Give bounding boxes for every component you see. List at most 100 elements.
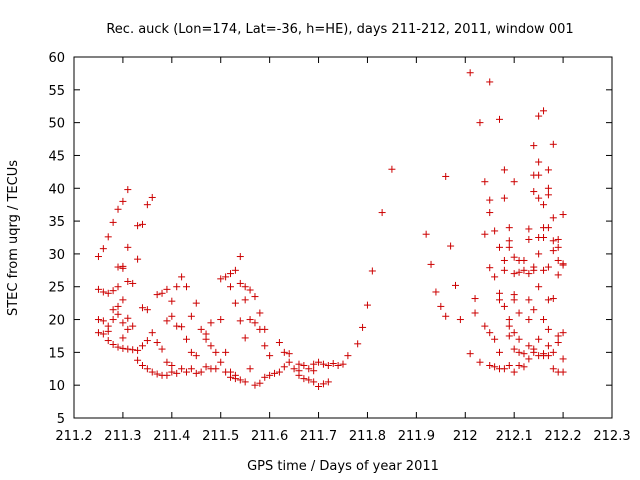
- data-point: [168, 361, 176, 369]
- data-point: [354, 340, 362, 348]
- data-point: [178, 365, 186, 373]
- data-point: [290, 365, 298, 373]
- data-point: [119, 334, 127, 342]
- data-point: [99, 245, 107, 253]
- data-point: [143, 306, 151, 314]
- data-point: [275, 368, 283, 376]
- data-point: [119, 262, 127, 270]
- data-point: [99, 288, 107, 296]
- y-axis-label: STEC from uqrg / TECUs: [6, 160, 21, 316]
- data-point: [535, 194, 543, 202]
- data-point: [109, 340, 117, 348]
- data-point: [143, 337, 151, 345]
- data-point: [153, 291, 161, 299]
- data-point: [359, 323, 367, 331]
- data-point: [525, 296, 533, 304]
- data-point: [99, 330, 107, 338]
- data-point: [471, 309, 479, 317]
- data-point: [275, 339, 283, 347]
- data-point: [554, 271, 562, 279]
- data-point: [505, 316, 513, 324]
- data-point: [187, 365, 195, 373]
- data-point: [310, 360, 318, 368]
- data-point: [540, 316, 548, 324]
- data-point: [143, 201, 151, 209]
- data-point: [231, 371, 239, 379]
- data-point: [500, 365, 508, 373]
- data-point: [134, 356, 142, 364]
- data-point: [300, 361, 308, 369]
- data-point: [344, 352, 352, 360]
- data-point: [520, 363, 528, 371]
- data-point: [510, 345, 518, 353]
- data-point: [266, 371, 274, 379]
- data-point: [212, 365, 220, 373]
- data-point: [559, 355, 567, 363]
- data-point: [256, 309, 264, 317]
- data-point: [197, 368, 205, 376]
- data-point: [129, 279, 137, 287]
- data-point: [520, 266, 528, 274]
- data-point: [486, 78, 494, 86]
- data-point: [525, 225, 533, 233]
- axis-ticks: 211.2 211.3 211.4 211.5 211.6 211.7 211.8 211.9…: [48, 51, 630, 444]
- data-point: [114, 205, 122, 213]
- data-point: [310, 378, 318, 386]
- x-tick-label: 212.3: [593, 429, 630, 444]
- data-point: [544, 166, 552, 174]
- data-point: [217, 316, 225, 324]
- data-point: [94, 316, 102, 324]
- data-point: [500, 302, 508, 310]
- data-point: [192, 352, 200, 360]
- data-point: [496, 243, 504, 251]
- data-point: [525, 355, 533, 363]
- x-tick-label: 211.8: [349, 429, 386, 444]
- y-tick-label: 25: [48, 281, 65, 296]
- data-point: [163, 371, 171, 379]
- x-axis-label: GPS time / Days of year 2011: [247, 459, 439, 474]
- data-point: [486, 196, 494, 204]
- data-point: [158, 345, 166, 353]
- data-point: [114, 310, 122, 318]
- data-point: [251, 381, 259, 389]
- data-point: [168, 312, 176, 320]
- data-point: [544, 342, 552, 350]
- x-tick-label: 211.6: [251, 429, 288, 444]
- data-point: [99, 317, 107, 325]
- data-point: [124, 186, 132, 194]
- data-point: [466, 69, 474, 77]
- x-tick-label: 211.3: [104, 429, 141, 444]
- data-point: [540, 266, 548, 274]
- data-point: [251, 293, 259, 301]
- data-point: [104, 327, 112, 335]
- data-point: [491, 363, 499, 371]
- data-point: [138, 304, 146, 312]
- data-point: [227, 368, 235, 376]
- data-point: [163, 317, 171, 325]
- y-tick-label: 10: [48, 379, 65, 394]
- data-point: [124, 277, 132, 285]
- data-point: [163, 358, 171, 366]
- data-point: [217, 275, 225, 283]
- data-point: [505, 361, 513, 369]
- data-point: [202, 363, 210, 371]
- y-tick-label: 40: [48, 182, 65, 197]
- data-point: [500, 266, 508, 274]
- data-point: [486, 209, 494, 217]
- data-point: [481, 322, 489, 330]
- data-point: [261, 342, 269, 350]
- data-point: [442, 312, 450, 320]
- data-point: [515, 309, 523, 317]
- x-tick-label: 211.9: [398, 429, 435, 444]
- data-point: [217, 358, 225, 366]
- y-tick-label: 15: [48, 346, 65, 361]
- data-point: [197, 325, 205, 333]
- data-point: [124, 314, 132, 322]
- data-point: [554, 256, 562, 264]
- data-point: [559, 329, 567, 337]
- data-point: [525, 235, 533, 243]
- data-point: [378, 209, 386, 217]
- data-point: [295, 371, 303, 379]
- data-point: [148, 193, 156, 201]
- data-point: [549, 365, 557, 373]
